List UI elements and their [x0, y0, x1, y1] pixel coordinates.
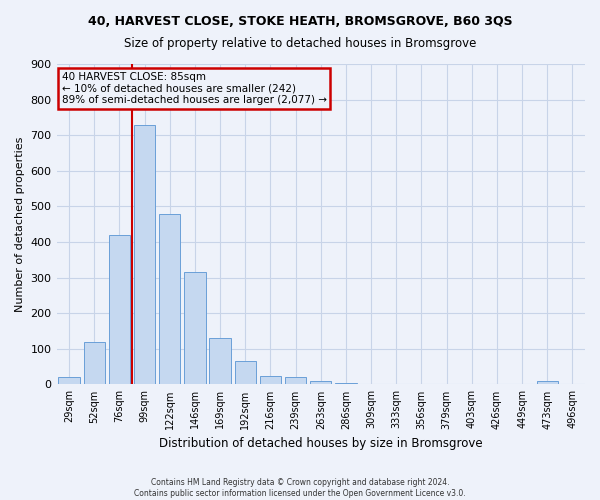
- Text: Contains HM Land Registry data © Crown copyright and database right 2024.
Contai: Contains HM Land Registry data © Crown c…: [134, 478, 466, 498]
- Bar: [83, 342, 105, 384]
- Text: Size of property relative to detached houses in Bromsgrove: Size of property relative to detached ho…: [124, 38, 476, 51]
- Bar: [134, 124, 155, 384]
- Bar: [335, 382, 356, 384]
- Bar: [184, 272, 206, 384]
- Bar: [58, 378, 80, 384]
- Bar: [310, 381, 331, 384]
- Text: 40, HARVEST CLOSE, STOKE HEATH, BROMSGROVE, B60 3QS: 40, HARVEST CLOSE, STOKE HEATH, BROMSGRO…: [88, 15, 512, 28]
- Bar: [285, 376, 307, 384]
- Bar: [209, 338, 231, 384]
- Bar: [536, 381, 558, 384]
- Text: 40 HARVEST CLOSE: 85sqm
← 10% of detached houses are smaller (242)
89% of semi-d: 40 HARVEST CLOSE: 85sqm ← 10% of detache…: [62, 72, 327, 105]
- Bar: [109, 235, 130, 384]
- X-axis label: Distribution of detached houses by size in Bromsgrove: Distribution of detached houses by size …: [159, 437, 482, 450]
- Y-axis label: Number of detached properties: Number of detached properties: [15, 136, 25, 312]
- Bar: [260, 376, 281, 384]
- Bar: [159, 214, 181, 384]
- Bar: [235, 362, 256, 384]
